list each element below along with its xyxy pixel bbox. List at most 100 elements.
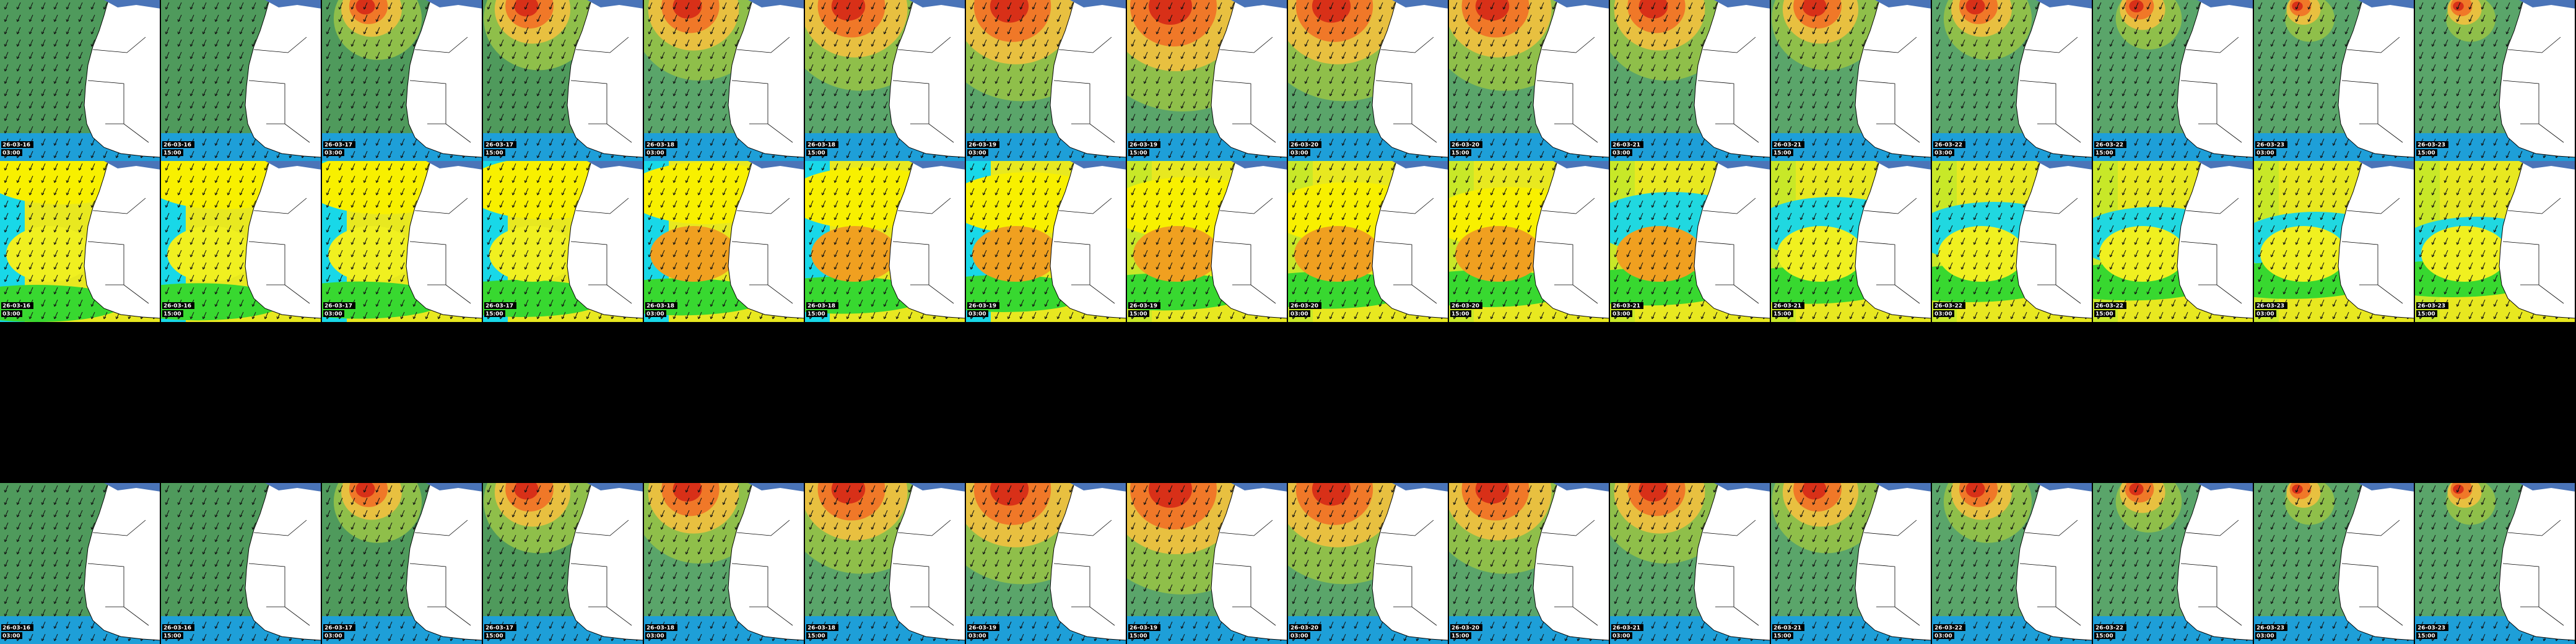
label-box: [967, 141, 999, 148]
borders: [2180, 198, 2242, 304]
label-box: [806, 141, 838, 148]
time-label: 15:00: [807, 633, 825, 640]
borders: [87, 37, 149, 143]
borders: [731, 520, 793, 626]
label-box: [2094, 141, 2126, 148]
land: [1694, 161, 1770, 319]
borders: [248, 198, 310, 304]
land: [2016, 161, 2092, 319]
borders: [1697, 198, 1759, 304]
north-sea: [1714, 0, 1770, 9]
date-label: 26-03-16: [2, 625, 30, 632]
north-sea: [587, 483, 643, 492]
time-label: 03:00: [1290, 311, 1308, 318]
time-label: 03:00: [1934, 311, 1952, 318]
borders: [1375, 37, 1437, 143]
north-sea: [1875, 483, 1931, 492]
label-box: [484, 141, 516, 148]
time-label: 03:00: [2, 150, 20, 157]
land: [567, 161, 643, 319]
date-label: 26-03-20: [1290, 142, 1318, 149]
label-box: [2094, 149, 2115, 156]
label-box: [2416, 141, 2448, 148]
time-label: 03:00: [968, 633, 986, 640]
time-label: 15:00: [485, 311, 503, 318]
land: [1372, 483, 1448, 641]
time-label: 15:00: [1129, 633, 1147, 640]
north-sea: [265, 0, 321, 9]
label-box: [1611, 302, 1643, 309]
date-label: 26-03-19: [1129, 625, 1157, 632]
date-label: 26-03-21: [1773, 625, 1801, 632]
north-sea: [1875, 161, 1931, 170]
borders: [2341, 198, 2403, 304]
north-sea: [1553, 0, 1609, 9]
label-box: [2255, 141, 2287, 148]
date-label: 26-03-19: [968, 142, 996, 149]
time-label: 15:00: [807, 311, 825, 318]
north-sea: [426, 0, 482, 9]
time-label: 03:00: [324, 311, 342, 318]
land: [1050, 483, 1126, 641]
land: [1211, 161, 1287, 319]
north-sea: [2358, 0, 2414, 9]
land: [1533, 483, 1609, 641]
date-label: 26-03-20: [1290, 625, 1318, 632]
borders: [248, 520, 310, 626]
label-box: [1933, 624, 1965, 631]
north-sea: [748, 0, 804, 9]
time-label: 15:00: [1773, 311, 1791, 318]
borders: [248, 37, 310, 143]
time-label: 03:00: [1290, 150, 1308, 157]
label-box: [1289, 632, 1310, 639]
label-box: [162, 302, 194, 309]
date-label: 26-03-22: [2095, 303, 2123, 310]
time-label: 03:00: [968, 311, 986, 318]
land: [889, 161, 965, 319]
north-sea: [909, 161, 965, 170]
label-box: [2255, 149, 2276, 156]
date-label: 26-03-22: [2095, 625, 2123, 632]
date-label: 26-03-20: [1451, 303, 1479, 310]
borders: [1536, 520, 1598, 626]
north-sea: [1231, 161, 1287, 170]
borders: [2502, 37, 2564, 143]
label-box: [323, 149, 344, 156]
label-box: [1611, 310, 1632, 317]
borders: [1053, 520, 1115, 626]
north-sea: [1714, 161, 1770, 170]
date-label: 26-03-19: [1129, 142, 1157, 149]
date-label: 26-03-17: [485, 142, 513, 149]
label-box: [1450, 624, 1482, 631]
date-label: 26-03-18: [807, 142, 835, 149]
date-label: 26-03-21: [1773, 303, 1801, 310]
date-label: 26-03-17: [324, 625, 352, 632]
label-box: [645, 302, 677, 309]
north-sea: [909, 0, 965, 9]
borders: [87, 198, 149, 304]
borders: [2341, 37, 2403, 143]
borders: [1697, 520, 1759, 626]
land: [1372, 0, 1448, 158]
time-label: 15:00: [1773, 633, 1791, 640]
north-sea: [265, 161, 321, 170]
label-box: [1, 302, 33, 309]
label-box: [484, 302, 516, 309]
north-sea: [104, 0, 160, 9]
label-box: [1933, 310, 1954, 317]
land: [1211, 0, 1287, 158]
land: [245, 483, 321, 641]
label-box: [1933, 149, 1954, 156]
label-box: [1772, 149, 1793, 156]
